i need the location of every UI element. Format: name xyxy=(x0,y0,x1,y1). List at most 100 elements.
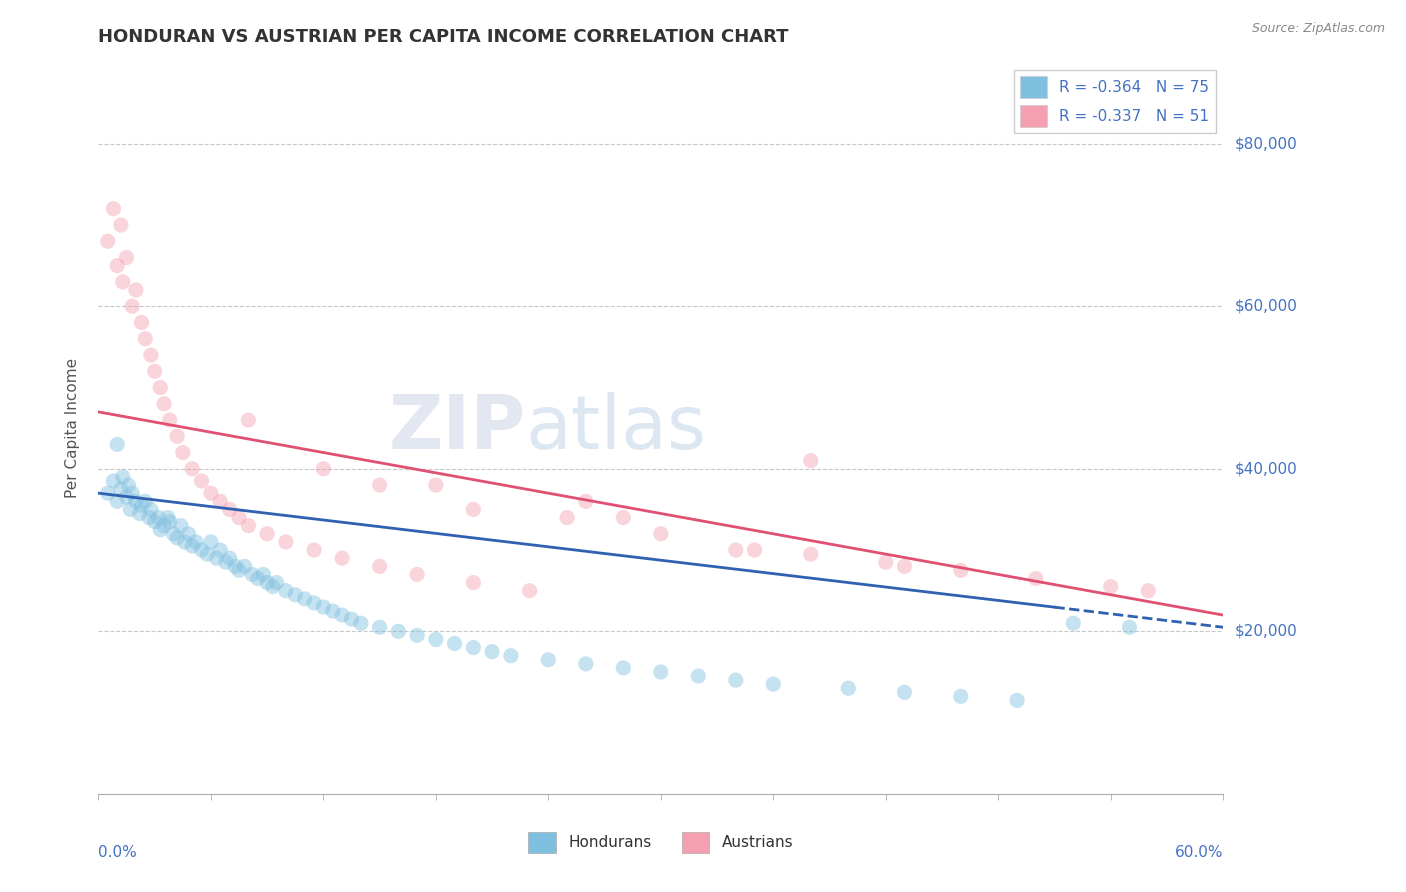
Point xyxy=(688,669,710,683)
Point xyxy=(368,620,391,634)
Point xyxy=(762,677,785,691)
Point xyxy=(519,583,541,598)
Point xyxy=(1118,620,1140,634)
Point xyxy=(368,478,391,492)
Point xyxy=(105,437,128,451)
Point xyxy=(190,474,212,488)
Point xyxy=(125,494,148,508)
Point xyxy=(149,380,172,394)
Point xyxy=(893,685,915,699)
Point xyxy=(173,535,195,549)
Point xyxy=(134,332,156,346)
Point xyxy=(115,490,138,504)
Point xyxy=(499,648,522,663)
Point xyxy=(1005,693,1028,707)
Text: ZIP: ZIP xyxy=(388,392,526,465)
Point xyxy=(218,502,240,516)
Point xyxy=(190,543,212,558)
Point xyxy=(724,673,747,687)
Point xyxy=(181,462,204,476)
Y-axis label: Per Capita Income: Per Capita Income xyxy=(65,358,80,499)
Point xyxy=(105,494,128,508)
Text: $80,000: $80,000 xyxy=(1234,136,1298,152)
Point xyxy=(350,616,373,631)
Point xyxy=(294,591,316,606)
Point xyxy=(172,445,194,459)
Point xyxy=(195,547,218,561)
Point xyxy=(744,543,766,558)
Text: 60.0%: 60.0% xyxy=(1175,845,1223,860)
Point xyxy=(148,510,170,524)
Point xyxy=(153,518,176,533)
Point xyxy=(139,348,162,362)
Text: Source: ZipAtlas.com: Source: ZipAtlas.com xyxy=(1251,22,1385,36)
Point xyxy=(200,486,222,500)
Point xyxy=(612,510,634,524)
Point xyxy=(650,526,672,541)
Text: $40,000: $40,000 xyxy=(1234,461,1298,476)
Point xyxy=(330,608,353,623)
Point xyxy=(181,539,204,553)
Point xyxy=(949,690,972,704)
Point xyxy=(131,316,153,330)
Point xyxy=(149,523,172,537)
Point xyxy=(312,599,335,614)
Point xyxy=(162,526,184,541)
Point xyxy=(274,583,297,598)
Point xyxy=(143,364,166,378)
Point xyxy=(1099,580,1122,594)
Point xyxy=(233,559,256,574)
Point xyxy=(159,413,181,427)
Point xyxy=(256,575,278,590)
Legend: Hondurans, Austrians: Hondurans, Austrians xyxy=(522,825,800,859)
Point xyxy=(200,535,222,549)
Point xyxy=(800,453,823,467)
Point xyxy=(312,462,335,476)
Point xyxy=(153,397,176,411)
Point xyxy=(131,499,153,513)
Point xyxy=(302,596,325,610)
Point xyxy=(463,502,485,516)
Point xyxy=(97,486,120,500)
Point xyxy=(650,665,672,679)
Point xyxy=(121,486,143,500)
Point xyxy=(262,580,284,594)
Text: $20,000: $20,000 xyxy=(1234,624,1298,639)
Point xyxy=(166,429,188,443)
Point xyxy=(322,604,344,618)
Point xyxy=(170,518,193,533)
Point xyxy=(134,494,156,508)
Point xyxy=(463,575,485,590)
Point xyxy=(184,535,207,549)
Point xyxy=(240,567,263,582)
Point xyxy=(138,510,160,524)
Point xyxy=(837,681,859,696)
Point xyxy=(111,275,134,289)
Point xyxy=(143,515,166,529)
Point xyxy=(425,478,447,492)
Point xyxy=(205,551,228,566)
Point xyxy=(246,572,269,586)
Point xyxy=(209,543,232,558)
Point xyxy=(228,563,250,577)
Point xyxy=(97,234,120,248)
Point xyxy=(111,470,134,484)
Point xyxy=(1062,616,1084,631)
Point xyxy=(166,531,188,545)
Point xyxy=(228,510,250,524)
Point xyxy=(103,474,125,488)
Text: 0.0%: 0.0% xyxy=(98,845,138,860)
Point xyxy=(252,567,274,582)
Point xyxy=(368,559,391,574)
Text: $60,000: $60,000 xyxy=(1234,299,1298,314)
Point xyxy=(406,567,429,582)
Point xyxy=(115,251,138,265)
Point xyxy=(238,518,260,533)
Text: HONDURAN VS AUSTRIAN PER CAPITA INCOME CORRELATION CHART: HONDURAN VS AUSTRIAN PER CAPITA INCOME C… xyxy=(98,28,789,45)
Point xyxy=(330,551,353,566)
Point xyxy=(159,515,181,529)
Point xyxy=(128,507,150,521)
Point xyxy=(103,202,125,216)
Point xyxy=(893,559,915,574)
Point xyxy=(406,628,429,642)
